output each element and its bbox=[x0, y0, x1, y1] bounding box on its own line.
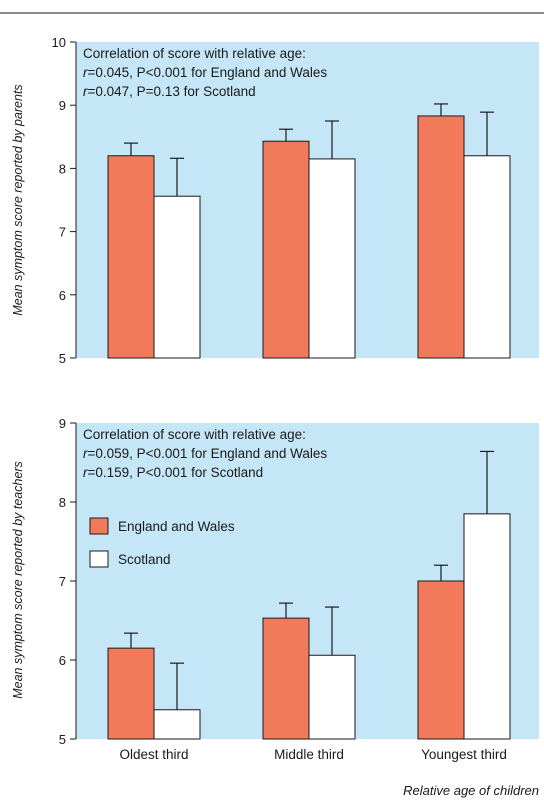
y-tick-label: 9 bbox=[59, 416, 66, 431]
legend-swatch-england bbox=[89, 517, 109, 535]
bar-scotland bbox=[463, 513, 511, 740]
annotation-line-1: r=0.045, P<0.001 for England and Wales bbox=[83, 65, 327, 80]
category-labels: Oldest third Middle third Youngest third bbox=[119, 747, 506, 762]
y-tick-label: 9 bbox=[59, 98, 66, 113]
panel-parents: Mean symptom score reported by parents 5… bbox=[11, 35, 539, 366]
y-tick-label: 5 bbox=[59, 351, 66, 366]
y-axis: 5 6 7 8 9 10 bbox=[52, 35, 77, 366]
x-tick-label: Oldest third bbox=[119, 747, 188, 762]
bar-england bbox=[262, 140, 310, 359]
annotation-line-2: r=0.047, P=0.13 for Scotland bbox=[83, 84, 256, 99]
bar-england bbox=[417, 115, 465, 359]
y-tick-label: 8 bbox=[59, 495, 66, 510]
bar-scotland bbox=[153, 195, 201, 359]
y-tick-label: 7 bbox=[59, 574, 66, 589]
y-tick-label: 6 bbox=[59, 653, 66, 668]
legend-label-england: England and Wales bbox=[118, 519, 235, 534]
y-tick-label: 5 bbox=[59, 732, 66, 747]
y-axis-label: Mean symptom score reported by parents bbox=[11, 84, 25, 315]
bar-scotland bbox=[308, 654, 356, 740]
annotation-title: Correlation of score with relative age: bbox=[83, 427, 306, 442]
y-tick-label: 10 bbox=[52, 35, 66, 50]
y-axis-label: Mean symptom score reported by teachers bbox=[11, 461, 25, 699]
bar-england bbox=[107, 155, 155, 359]
legend: England and Wales Scotland bbox=[89, 517, 235, 568]
y-tick-label: 6 bbox=[59, 288, 66, 303]
bar-england bbox=[262, 617, 310, 740]
annotation-line-1: r=0.059, P<0.001 for England and Wales bbox=[83, 446, 327, 461]
bar-england bbox=[417, 580, 465, 740]
x-tick-label: Middle third bbox=[274, 747, 344, 762]
legend-swatch-scotland bbox=[89, 550, 109, 568]
y-tick-label: 8 bbox=[59, 161, 66, 176]
annotation-line-2: r=0.159, P<0.001 for Scotland bbox=[83, 465, 263, 480]
bars bbox=[107, 450, 511, 740]
x-axis-label: Relative age of children bbox=[403, 783, 539, 798]
bar-scotland bbox=[153, 709, 201, 740]
y-tick-label: 7 bbox=[59, 225, 66, 240]
bar-scotland bbox=[308, 158, 356, 359]
legend-label-scotland: Scotland bbox=[118, 552, 171, 567]
y-axis: 5 6 7 8 9 bbox=[59, 416, 77, 747]
x-tick-label: Youngest third bbox=[421, 747, 507, 762]
bars bbox=[107, 103, 511, 359]
bar-england bbox=[107, 647, 155, 740]
annotation-title: Correlation of score with relative age: bbox=[83, 46, 306, 61]
panel-teachers: Mean symptom score reported by teachers … bbox=[11, 416, 539, 747]
bar-scotland bbox=[463, 155, 511, 359]
